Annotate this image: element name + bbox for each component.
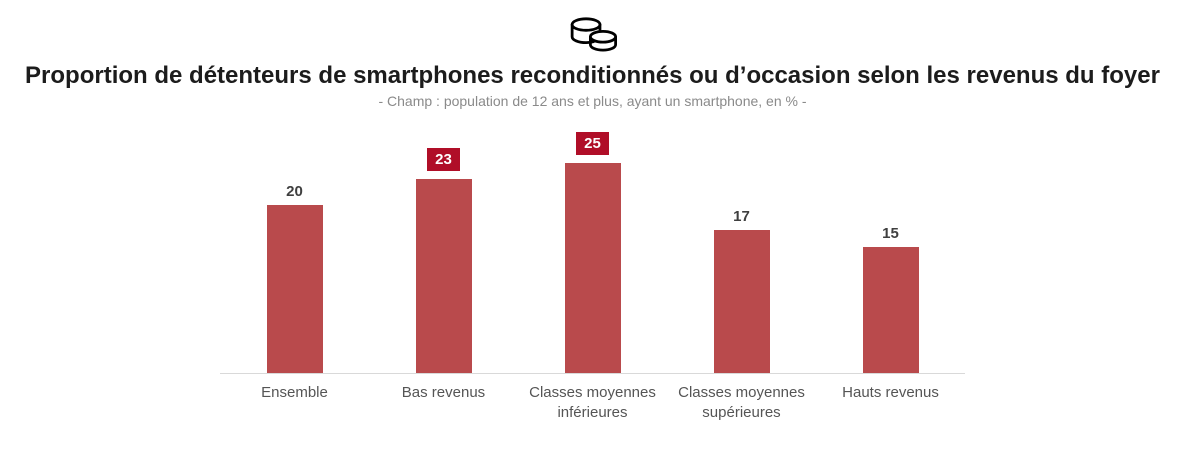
- coins-icon: [0, 12, 1185, 58]
- bar-column: 17: [667, 208, 816, 373]
- category-label: Classes moyennes inférieures: [529, 383, 656, 421]
- category-axis: Ensemble Bas revenus Classes moyennes infé…: [220, 383, 965, 424]
- bar: [564, 162, 621, 373]
- bar-column: 25: [518, 131, 667, 373]
- category-label: Bas revenus: [401, 383, 486, 401]
- bar: [713, 229, 770, 373]
- bar-column: 23: [369, 148, 518, 373]
- bar-column: 15: [816, 225, 965, 373]
- chart-header: Proportion de détenteurs de smartphones …: [0, 0, 1185, 109]
- value-label: 17: [733, 207, 750, 225]
- bar-column: 20: [220, 183, 369, 373]
- value-label: 15: [882, 224, 899, 242]
- value-label-highlighted: 25: [576, 131, 609, 155]
- plot-area: 20 23 25 17 15: [220, 123, 965, 374]
- bar: [266, 204, 323, 373]
- value-label: 20: [286, 182, 303, 200]
- chart-title: Proportion de détenteurs de smartphones …: [25, 62, 1160, 89]
- bar-chart: 20 23 25 17 15 Ensemble Bas revenus Classes mo…: [220, 123, 965, 424]
- category-label: Hauts revenus: [842, 383, 939, 401]
- value-label-highlighted: 23: [427, 148, 460, 172]
- chart-subtitle: - Champ : population de 12 ans et plus, …: [378, 92, 807, 109]
- category-label: Ensemble: [261, 383, 328, 401]
- category-label: Classes moyennes supérieures: [678, 383, 805, 421]
- bar: [415, 179, 472, 373]
- bar: [862, 246, 919, 373]
